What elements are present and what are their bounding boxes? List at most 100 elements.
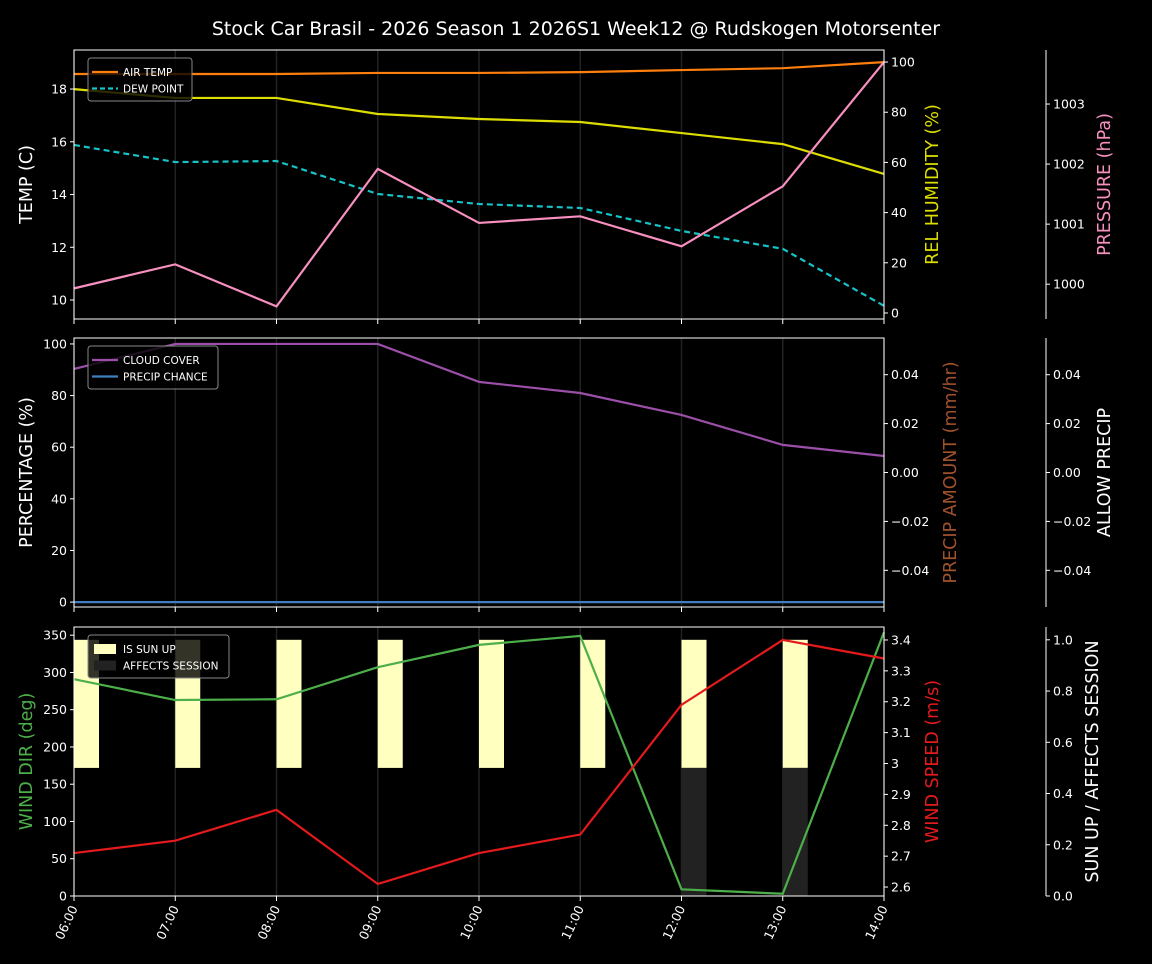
y-tick-label: 0 xyxy=(891,305,899,320)
y-tick-label: 3 xyxy=(891,756,899,771)
series-line-pressure-hpa- xyxy=(73,61,885,308)
y-tick-label: 12 xyxy=(51,240,67,255)
x-tick-label: 06:00 xyxy=(52,903,81,942)
x-tick-label: 10:00 xyxy=(457,903,486,942)
axis-label-left: TEMP (C) xyxy=(17,145,37,225)
legend-box xyxy=(87,57,193,102)
series-line-wind-speed-m-s- xyxy=(73,638,885,886)
x-tick-label: 13:00 xyxy=(761,903,790,942)
bar-is-sun-up xyxy=(479,639,504,768)
y-tick-label: 10 xyxy=(51,293,67,308)
axis-label-left: WIND DIR (deg) xyxy=(17,693,37,831)
y-tick-label: −0.02 xyxy=(891,514,929,529)
y-tick-label: 0.8 xyxy=(1053,684,1073,699)
y-tick-label: 0 xyxy=(59,595,67,610)
y-tick-label: −0.04 xyxy=(891,563,929,578)
axis-label-right1: REL HUMIDITY (%) xyxy=(923,104,943,265)
y-tick-label: −0.02 xyxy=(1053,514,1091,529)
y-tick-label: 40 xyxy=(51,491,67,506)
y-tick-label: 0.00 xyxy=(1053,465,1081,480)
axis-label-right1: WIND SPEED (m/s) xyxy=(923,680,943,843)
bar-is-sun-up xyxy=(276,639,302,768)
y-tick-label: 3.3 xyxy=(891,663,911,678)
y-tick-label: 1001 xyxy=(1053,217,1085,232)
y-tick-label: 3.1 xyxy=(891,725,911,740)
y-tick-label: 300 xyxy=(43,665,67,680)
y-tick-label: 3.4 xyxy=(891,632,911,647)
y-tick-label: 0.00 xyxy=(891,465,919,480)
bar-affects-session xyxy=(782,767,808,896)
y-tick-label: 350 xyxy=(43,628,67,643)
y-tick-label: 0.2 xyxy=(1053,837,1073,852)
axis-label-left: PERCENTAGE (%) xyxy=(17,397,37,548)
x-tick-label: 07:00 xyxy=(153,903,182,942)
y-tick-label: 16 xyxy=(51,134,67,149)
y-tick-label: 2.8 xyxy=(891,818,911,833)
y-tick-label: 0.02 xyxy=(891,416,919,431)
y-tick-label: 200 xyxy=(43,739,67,754)
x-tick-label: 12:00 xyxy=(659,903,688,942)
y-tick-label: 100 xyxy=(891,55,915,70)
legend-swatch xyxy=(94,644,116,654)
legend-swatch xyxy=(94,660,116,671)
legend-box xyxy=(87,634,230,679)
bar-affects-session xyxy=(681,767,707,896)
legend-label: IS SUN UP xyxy=(123,644,176,656)
series-line-cloud-cover xyxy=(73,342,885,458)
y-tick-label: 18 xyxy=(51,82,67,97)
x-tick-label: 09:00 xyxy=(356,903,385,942)
series-line-dew-point xyxy=(73,143,885,307)
y-tick-label: 150 xyxy=(43,777,67,792)
y-tick-label: 1002 xyxy=(1053,157,1085,172)
panel-3: 0 50 100 150 200 250 300 350 WIND DIR (deg) 2.6 2.… xyxy=(17,626,1103,942)
axis-label-right1: PRECIP AMOUNT (mm/hr) xyxy=(941,361,961,583)
y-tick-label: 2.6 xyxy=(891,880,911,895)
bar-is-sun-up xyxy=(377,639,403,768)
y-tick-label: 60 xyxy=(51,440,67,455)
legend: IS SUN UP AFFECTS SESSION xyxy=(87,634,230,679)
x-tick-label: 14:00 xyxy=(862,903,891,942)
y-tick-label: 20 xyxy=(891,255,907,270)
y-tick-label: 0.04 xyxy=(891,367,919,382)
panel-2: 0 20 40 60 80 100 PERCENTAGE (%) −0.04 −0.02 0.00… xyxy=(17,336,1115,612)
y-tick-label: 40 xyxy=(891,205,907,220)
legend-label: AIR TEMP xyxy=(123,67,172,79)
y-tick-label: 0.6 xyxy=(1053,735,1073,750)
legend-label: PRECIP CHANCE xyxy=(123,372,208,384)
y-tick-label: 3.2 xyxy=(891,694,911,709)
bar-is-sun-up xyxy=(681,639,707,768)
legend-label: DEW POINT xyxy=(123,84,184,96)
x-tick-label: 11:00 xyxy=(558,903,587,942)
y-tick-label: 50 xyxy=(51,851,67,866)
y-tick-label: 1.0 xyxy=(1053,632,1073,647)
series-line-wind-dir-deg- xyxy=(73,631,886,895)
legend: CLOUD COVER PRECIP CHANCE xyxy=(87,345,219,390)
y-tick-label: 100 xyxy=(43,814,67,829)
chart-title: Stock Car Brasil - 2026 Season 1 2026S1 … xyxy=(212,18,940,40)
y-tick-label: 0 xyxy=(59,889,67,904)
y-tick-label: 60 xyxy=(891,155,907,170)
panel-1: 10 12 14 16 18 TEMP (C) 0 20 40 60 80 100 REL HUMIDI… xyxy=(17,49,1115,324)
y-tick-label: 250 xyxy=(43,702,67,717)
y-tick-label: −0.04 xyxy=(1053,563,1091,578)
y-tick-label: 20 xyxy=(51,543,67,558)
y-tick-label: 2.7 xyxy=(891,849,911,864)
y-tick-label: 80 xyxy=(891,105,907,120)
bar-is-sun-up xyxy=(580,639,606,768)
legend: AIR TEMP DEW POINT xyxy=(87,57,193,102)
y-tick-label: 2.9 xyxy=(891,787,911,802)
y-tick-label: 0.04 xyxy=(1053,367,1081,382)
y-tick-label: 1003 xyxy=(1053,97,1085,112)
legend-label: CLOUD COVER xyxy=(123,355,200,367)
y-tick-label: 1000 xyxy=(1053,277,1085,292)
y-tick-label: 0.0 xyxy=(1053,889,1073,904)
series-line-rel-humidity- xyxy=(73,88,885,176)
y-tick-label: 0.4 xyxy=(1053,786,1073,801)
y-tick-label: 14 xyxy=(51,187,67,202)
x-tick-label: 08:00 xyxy=(254,903,283,942)
y-tick-label: 80 xyxy=(51,388,67,403)
axis-label-right2: ALLOW PRECIP xyxy=(1095,408,1115,537)
bar-is-sun-up xyxy=(782,639,808,768)
y-tick-label: 100 xyxy=(43,336,67,351)
